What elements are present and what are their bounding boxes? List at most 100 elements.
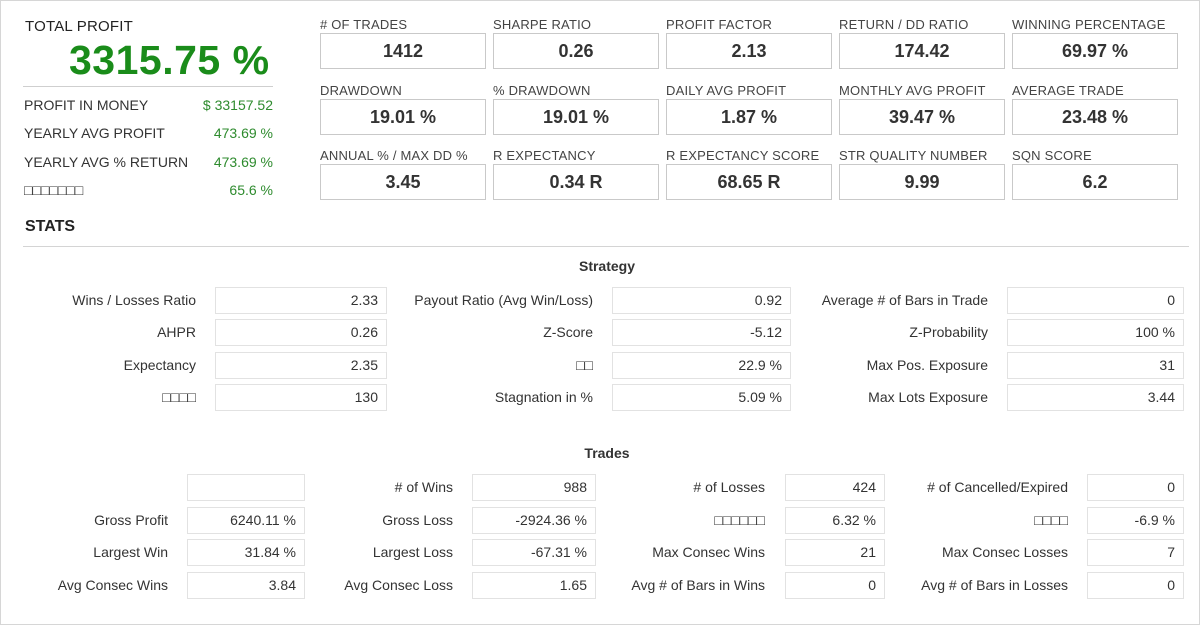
stat-label: Max Consec Losses xyxy=(941,544,1068,560)
stat-label: □□□□ xyxy=(162,389,196,405)
stats-divider xyxy=(23,246,1189,247)
stat-value: 0.92 xyxy=(612,287,791,314)
summary-value: 473.69 % xyxy=(213,154,273,170)
stat-label: Avg # of Bars in Wins xyxy=(631,577,765,593)
stat-value xyxy=(187,474,305,501)
stat-label: Largest Win xyxy=(93,544,168,560)
stat-label: AHPR xyxy=(157,324,196,340)
total-profit-label: TOTAL PROFIT xyxy=(25,18,133,35)
summary-value: 65.6 % xyxy=(229,182,273,198)
stat-label: Max Pos. Exposure xyxy=(866,357,988,373)
profit-in-money-row: PROFIT IN MONEY $ 33157.52 xyxy=(24,97,273,115)
kpi-label: DAILY AVG PROFIT xyxy=(666,83,787,98)
stat-label: # of Cancelled/Expired xyxy=(927,479,1068,495)
kpi-label: RETURN / DD RATIO xyxy=(839,17,969,32)
stat-label: □□ xyxy=(576,357,593,373)
stat-label: Stagnation in % xyxy=(494,389,593,405)
stat-value: 2.33 xyxy=(215,287,387,314)
stat-label: Gross Loss xyxy=(382,512,453,528)
stat-value: 0 xyxy=(785,572,885,599)
kpi-value-box: 68.65 R xyxy=(666,164,832,200)
summary-label: YEARLY AVG PROFIT xyxy=(24,125,165,141)
kpi-value-box: 2.13 xyxy=(666,33,832,69)
stat-value: 0 xyxy=(1087,474,1184,501)
kpi-value-box: 3.45 xyxy=(320,164,486,200)
stat-value: 6240.11 % xyxy=(187,507,305,534)
stat-label: □□□□ xyxy=(1034,512,1068,528)
stat-label: Wins / Losses Ratio xyxy=(72,292,196,308)
kpi-value-box: 6.2 xyxy=(1012,164,1178,200)
kpi-label: ANNUAL % / MAX DD % xyxy=(320,148,468,163)
kpi-value-box: 174.42 xyxy=(839,33,1005,69)
kpi-label: PROFIT FACTOR xyxy=(666,17,773,32)
stat-value: 21 xyxy=(785,539,885,566)
stat-label: # of Losses xyxy=(693,479,765,495)
stats-heading: STATS xyxy=(25,218,76,235)
kpi-label: SHARPE RATIO xyxy=(493,17,592,32)
yearly-avg-return-row: YEARLY AVG % RETURN 473.69 % xyxy=(24,154,273,172)
summary-value: $ 33157.52 xyxy=(202,97,273,113)
kpi-value-box: 23.48 % xyxy=(1012,99,1178,135)
stat-value: 130 xyxy=(215,384,387,411)
trades-section-title: Trades xyxy=(584,445,630,461)
summary-value: 473.69 % xyxy=(213,125,273,141)
stat-value: 1.65 xyxy=(472,572,596,599)
kpi-label: MONTHLY AVG PROFIT xyxy=(839,83,986,98)
total-profit-divider xyxy=(23,86,273,87)
stat-value: 3.44 xyxy=(1007,384,1184,411)
stat-value: 100 % xyxy=(1007,319,1184,346)
stat-label: Z-Probability xyxy=(909,324,988,340)
kpi-value-box: 19.01 % xyxy=(493,99,659,135)
stat-value: -67.31 % xyxy=(472,539,596,566)
strategy-section-title: Strategy xyxy=(578,258,636,274)
stat-value: -5.12 xyxy=(612,319,791,346)
stat-value: 0.26 xyxy=(215,319,387,346)
kpi-value-box: 1412 xyxy=(320,33,486,69)
kpi-value-box: 1.87 % xyxy=(666,99,832,135)
kpi-value-box: 0.34 R xyxy=(493,164,659,200)
stat-value: 988 xyxy=(472,474,596,501)
kpi-value-box: 19.01 % xyxy=(320,99,486,135)
stat-value: 2.35 xyxy=(215,352,387,379)
stat-label: # of Wins xyxy=(394,479,453,495)
kpi-value-box: 69.97 % xyxy=(1012,33,1178,69)
kpi-value-box: 39.47 % xyxy=(839,99,1005,135)
stat-label: Max Lots Exposure xyxy=(868,389,988,405)
kpi-value-box: 0.26 xyxy=(493,33,659,69)
stat-value: 7 xyxy=(1087,539,1184,566)
stat-label: Gross Profit xyxy=(94,512,168,528)
summary-label: □□□□□□□ xyxy=(24,182,84,198)
kpi-label: STR QUALITY NUMBER xyxy=(839,148,988,163)
stat-value: 0 xyxy=(1007,287,1184,314)
stat-value: 6.32 % xyxy=(785,507,885,534)
stat-value: 22.9 % xyxy=(612,352,791,379)
total-profit-value: 3315.75 % xyxy=(69,37,270,83)
stat-label: Largest Loss xyxy=(372,544,453,560)
stat-label: Average # of Bars in Trade xyxy=(821,292,988,308)
stat-label: Expectancy xyxy=(123,357,196,373)
kpi-label: AVERAGE TRADE xyxy=(1012,83,1124,98)
kpi-label: R EXPECTANCY xyxy=(493,148,596,163)
kpi-value-box: 9.99 xyxy=(839,164,1005,200)
stat-value: 3.84 xyxy=(187,572,305,599)
stat-value: 31 xyxy=(1007,352,1184,379)
kpi-label: SQN SCORE xyxy=(1012,148,1092,163)
kpi-label: % DRAWDOWN xyxy=(493,83,591,98)
kpi-label: R EXPECTANCY SCORE xyxy=(666,148,820,163)
stat-label: Avg Consec Wins xyxy=(57,577,168,593)
stat-value: -6.9 % xyxy=(1087,507,1184,534)
stat-label: Avg Consec Loss xyxy=(344,577,453,593)
kpi-label: WINNING PERCENTAGE xyxy=(1012,17,1166,32)
yearly-avg-profit-row: YEARLY AVG PROFIT 473.69 % xyxy=(24,125,273,143)
stat-label: □□□□□□ xyxy=(714,512,765,528)
stat-value: 31.84 % xyxy=(187,539,305,566)
stat-label: Avg # of Bars in Losses xyxy=(921,577,1068,593)
stat-value: 5.09 % xyxy=(612,384,791,411)
summary-extra-row: □□□□□□□ 65.6 % xyxy=(24,182,273,200)
stat-value: -2924.36 % xyxy=(472,507,596,534)
stat-value: 0 xyxy=(1087,572,1184,599)
summary-label: YEARLY AVG % RETURN xyxy=(24,154,189,170)
kpi-label: DRAWDOWN xyxy=(320,83,402,98)
summary-label: PROFIT IN MONEY xyxy=(24,97,149,113)
